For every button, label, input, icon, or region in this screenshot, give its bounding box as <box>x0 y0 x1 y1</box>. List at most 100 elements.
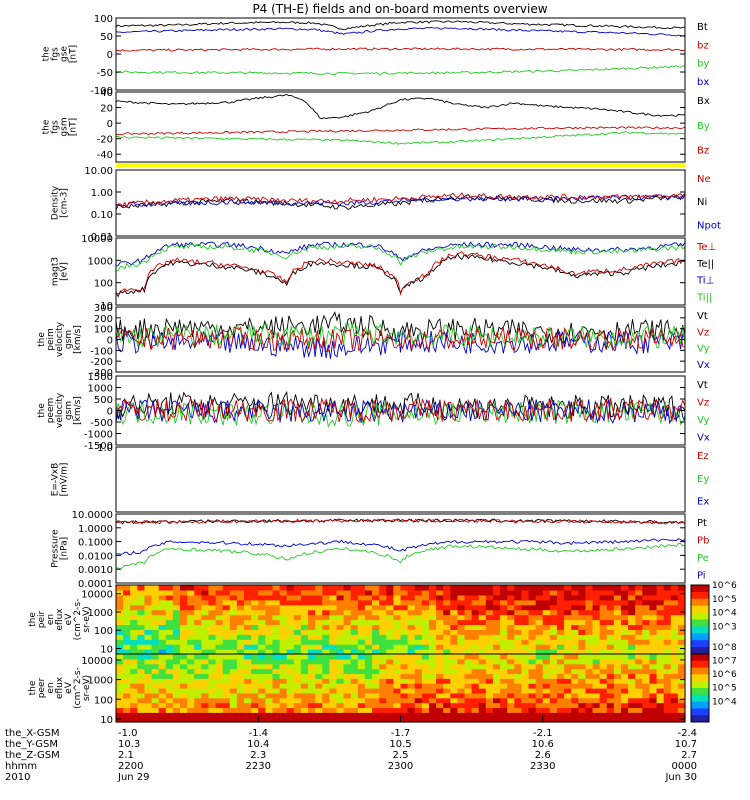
y-tick-label: 0.10 <box>91 210 113 221</box>
legend-entry: Ti|| <box>696 293 712 304</box>
spectrogram-cell <box>628 589 636 596</box>
spectrogram-cell <box>336 692 345 699</box>
spectrogram-cell <box>137 668 146 675</box>
spectrogram-cell <box>400 658 409 665</box>
spectrogram-cell <box>514 619 523 626</box>
spectrogram-cell <box>535 599 544 606</box>
spectrogram-cell <box>443 683 451 689</box>
spectrogram-cell <box>151 644 160 650</box>
spectrogram-cell <box>428 658 437 665</box>
spectrogram-cell <box>628 585 636 591</box>
spectrogram-cell <box>165 614 174 621</box>
spectrogram-cell <box>578 609 587 616</box>
spectrogram-cell <box>414 654 423 660</box>
spectrogram-cell <box>635 594 643 601</box>
spectrogram-cell <box>613 683 622 689</box>
spectrogram-cell <box>236 594 245 601</box>
spectrogram-cell <box>172 639 181 645</box>
colorbar-segment <box>691 718 709 723</box>
spectrogram-cell <box>350 702 359 709</box>
spectrogram-cell <box>592 589 601 596</box>
spectrogram-cell <box>677 702 686 709</box>
spectrogram-cell <box>265 644 274 650</box>
spectrogram-cell <box>222 688 231 694</box>
spectrogram-cell <box>485 604 494 611</box>
spectrogram-cell <box>258 663 266 670</box>
spectrogram-cell <box>428 707 437 713</box>
spectrogram-cell <box>215 654 224 660</box>
spectrogram-cell <box>215 634 224 640</box>
spectrogram-cell <box>670 604 679 611</box>
spectrogram-cell <box>144 604 153 611</box>
spectrogram-cell <box>229 589 238 596</box>
spectrogram-cell <box>606 702 615 709</box>
spectrogram-cell <box>485 683 494 689</box>
spectrogram-cell <box>585 702 594 709</box>
spectrogram-cell <box>578 702 587 709</box>
ylabel-line: the <box>37 403 47 418</box>
spectrogram-cell <box>649 589 658 596</box>
spectrogram-cell <box>507 649 515 655</box>
spectrogram-cell <box>123 609 131 616</box>
colorbar-segment <box>691 626 709 631</box>
spectrogram-cell <box>521 678 530 684</box>
spectrogram-cell <box>208 702 217 709</box>
spectrogram-cell <box>606 585 615 591</box>
spectrogram-cell <box>187 634 195 640</box>
spectrogram-cell <box>308 644 316 650</box>
spectrogram-cell <box>478 644 487 650</box>
spectrogram-cell <box>137 707 146 713</box>
spectrogram-cell <box>443 673 451 679</box>
y-tick-label: -20 <box>97 135 113 146</box>
spectrogram-cell <box>286 658 295 665</box>
spectrogram-cell <box>492 634 501 640</box>
spectrogram-cell <box>251 629 259 635</box>
spectrogram-cell <box>350 712 359 718</box>
y-tick-label: 1500 <box>88 372 113 383</box>
spectrogram-cell <box>635 717 643 723</box>
spectrogram-cell <box>571 594 579 601</box>
spectrogram-cell <box>428 712 437 718</box>
spectrogram-cell <box>272 589 281 596</box>
spectrogram-cell <box>578 624 587 630</box>
spectrogram-cell <box>258 668 266 675</box>
spectrogram-cell <box>670 629 679 635</box>
spectrogram-cell <box>407 688 416 694</box>
spectrogram-cell <box>258 619 266 626</box>
spectrogram-cell <box>457 604 466 611</box>
spectrogram-cell <box>158 619 167 626</box>
spectrogram-cell <box>528 688 537 694</box>
spectrogram-cell <box>158 707 167 713</box>
spectrogram-cell <box>322 639 330 645</box>
spectrogram-cell <box>542 624 551 630</box>
spectrogram-cell <box>123 692 131 699</box>
spectrogram-cell <box>393 692 402 699</box>
spectrogram-cell <box>649 619 658 626</box>
spectrogram-cell <box>165 644 174 650</box>
spectrogram-cell <box>244 624 252 630</box>
spectrogram-cell <box>272 683 281 689</box>
spectrogram-cell <box>116 663 124 670</box>
ylabel-line: velocity <box>55 321 65 357</box>
spectrogram-cell <box>407 649 416 655</box>
colorbar-segment <box>691 619 709 624</box>
spectrogram-cell <box>329 697 338 704</box>
spectrogram-cell <box>201 585 210 591</box>
spectrogram-cell <box>414 599 423 606</box>
spectrogram-cell <box>528 644 537 650</box>
spectrogram-cell <box>144 594 153 601</box>
spectrogram-cell <box>343 692 352 699</box>
spectrogram-cell <box>137 644 146 650</box>
spectrogram-cell <box>251 594 259 601</box>
spectrogram-cell <box>549 692 558 699</box>
spectrogram-cell <box>201 589 210 596</box>
spectrogram-cell <box>407 644 416 650</box>
spectrogram-cell <box>137 629 146 635</box>
spectrogram-cell <box>606 692 615 699</box>
spectrogram-cell <box>428 619 437 626</box>
spectrogram-cell <box>336 609 345 616</box>
spectrogram-cell <box>635 604 643 611</box>
spectrogram-cell <box>649 624 658 630</box>
colorbar-tick-label: 10^5 <box>712 595 737 605</box>
spectrogram-cell <box>187 624 195 630</box>
